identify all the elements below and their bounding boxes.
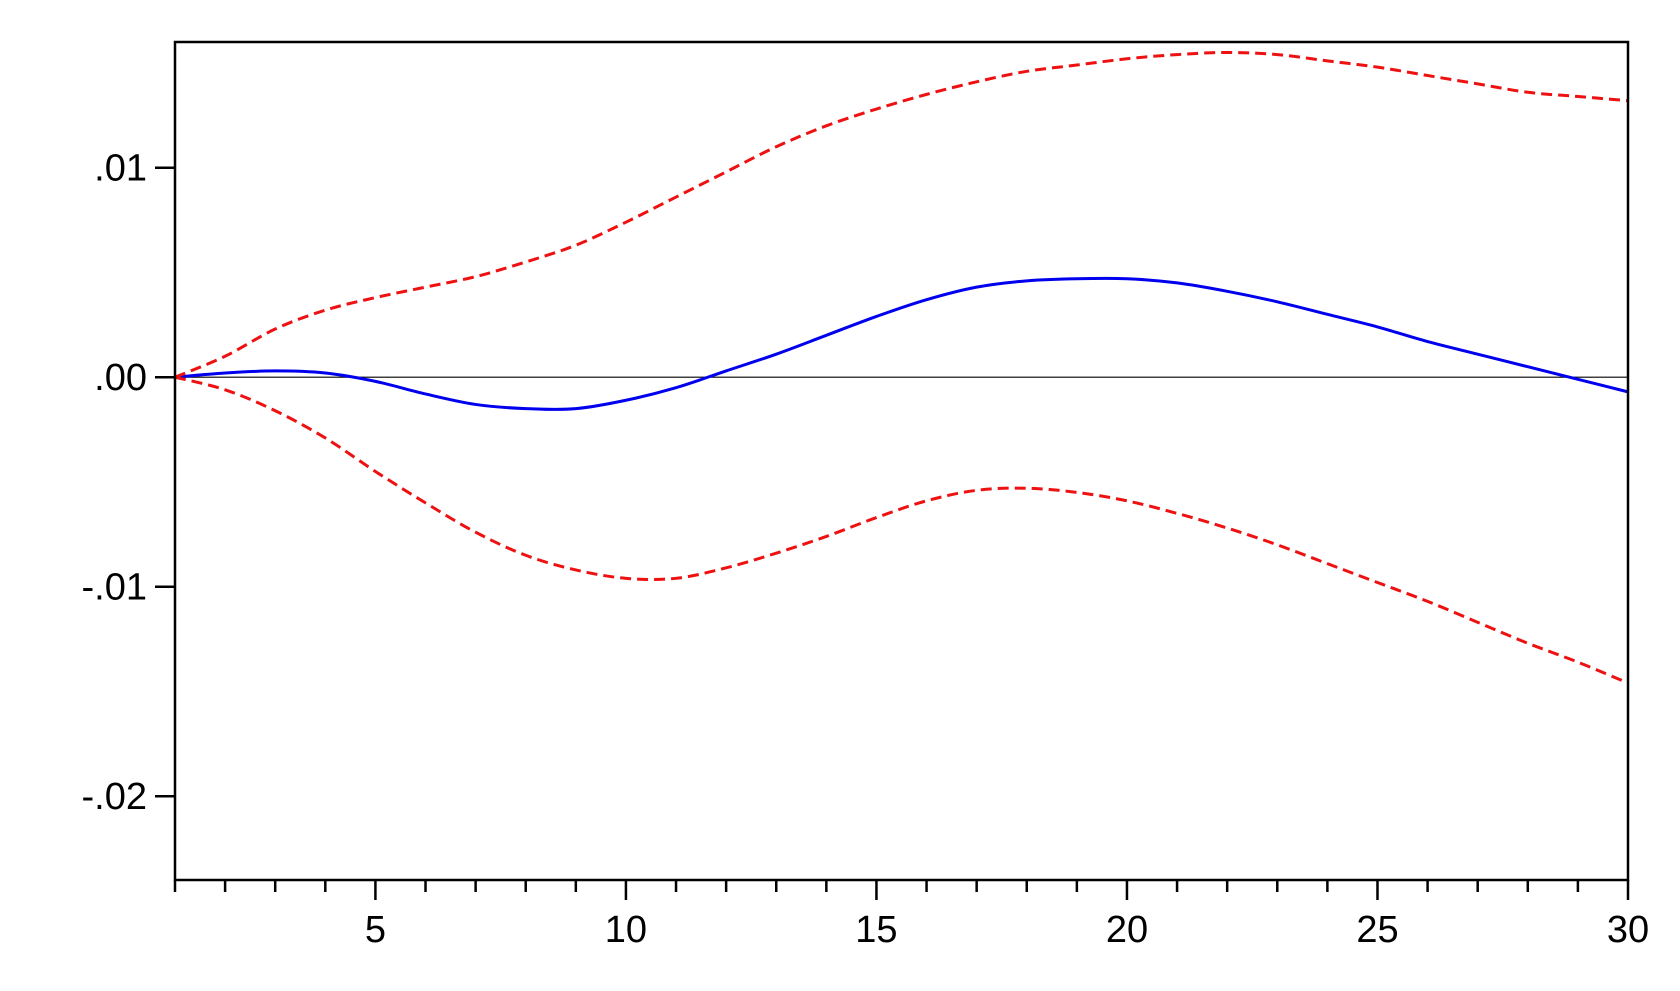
series-layer [174,50,1629,685]
x-tick-label: 30 [1607,909,1649,951]
y-tick-label: .01 [94,148,147,190]
y-tick-label: -.02 [82,776,147,818]
x-tick-label: 25 [1356,909,1398,951]
plot-frame [173,40,1630,882]
x-tick-label: 10 [605,909,647,951]
series-line-response [174,276,1629,411]
y-tick-label: .00 [94,357,147,399]
y-tick-label: -.01 [82,567,147,609]
x-tick-label: 5 [365,909,386,951]
series-line-upper-band [174,50,1629,379]
y-axis: .01 .00 -.01 -.02 [82,148,175,818]
x-tick-label: 20 [1106,909,1148,951]
plot-area [174,50,1629,685]
x-tick-label: 15 [855,909,897,951]
x-axis: 5 10 15 20 25 30 [173,880,1649,951]
series-line-lower-band [174,375,1629,685]
